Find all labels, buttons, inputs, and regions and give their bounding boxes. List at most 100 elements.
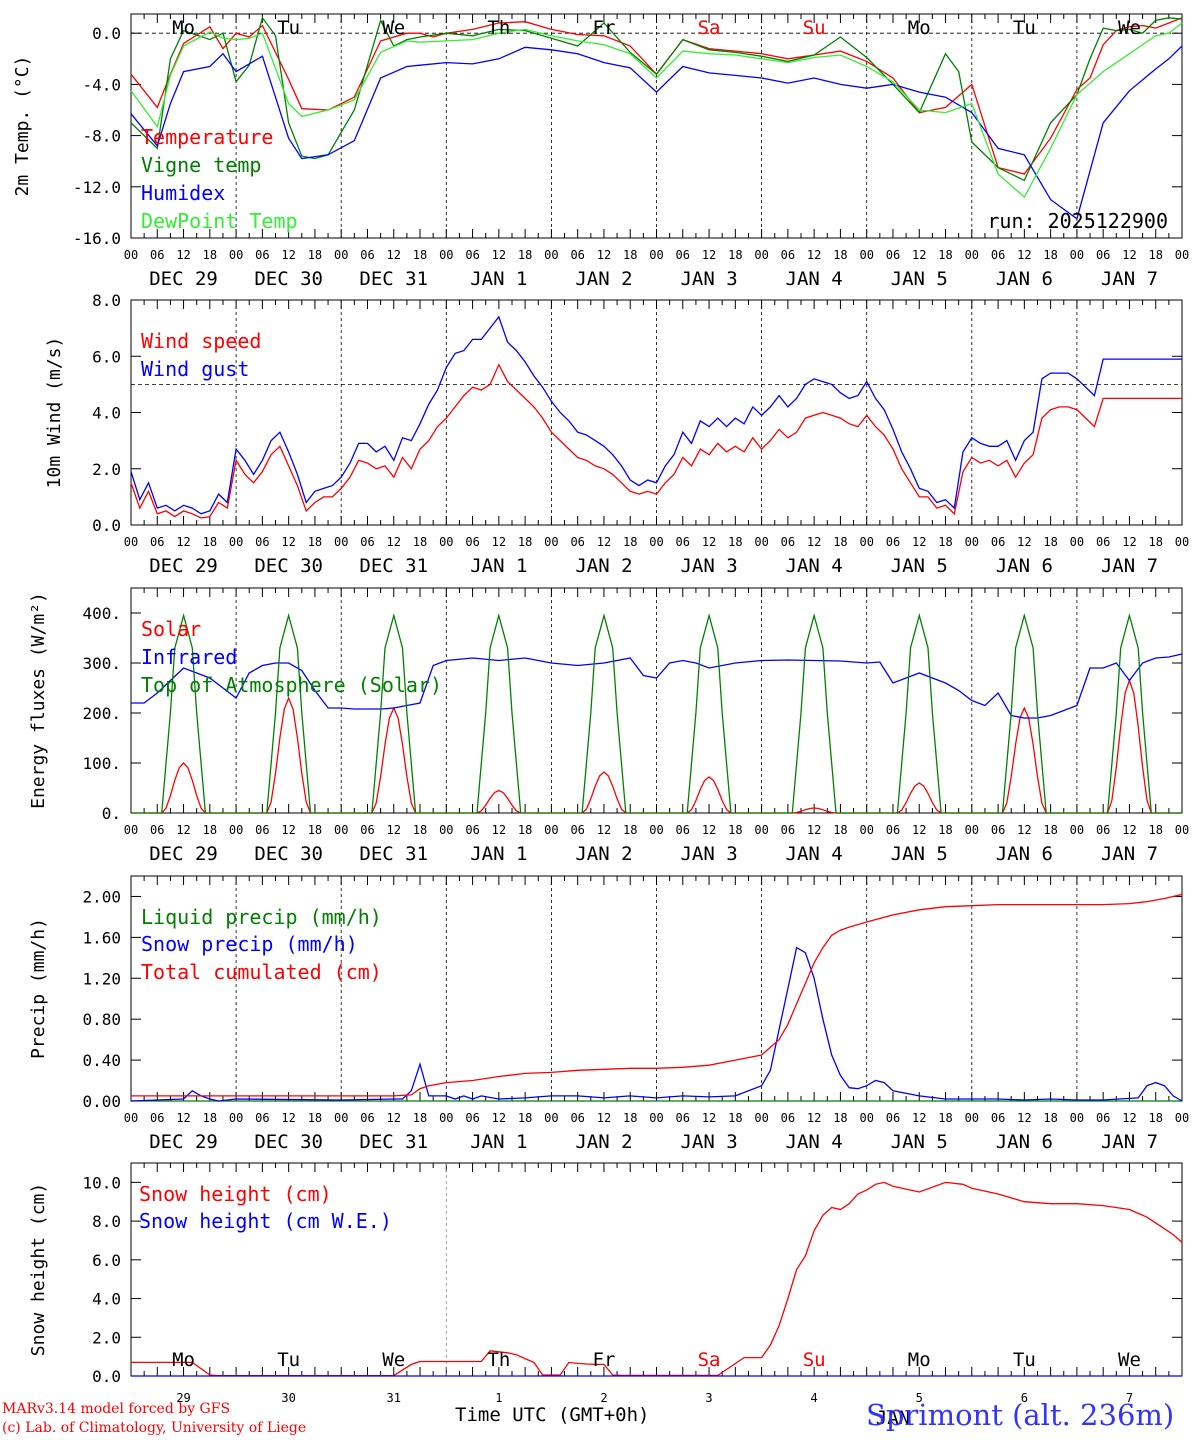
legend-snow-precip-mm-h-: Snow precip (mm/h)	[141, 932, 358, 956]
hour-tick-label: 12	[807, 1111, 821, 1125]
y-axis-label: 2m Temp. (°C)	[12, 56, 33, 197]
legend-snow-height-cm-: Snow height (cm)	[139, 1182, 332, 1206]
hour-tick-label: 00	[229, 823, 243, 837]
hour-tick-label: 12	[281, 1111, 295, 1125]
hour-tick-label: 06	[886, 823, 900, 837]
day-number-label: 4	[811, 1391, 818, 1405]
hour-tick-label: 06	[465, 1111, 479, 1125]
hour-tick-label: 12	[912, 823, 926, 837]
day-number-label: 5	[916, 1391, 923, 1405]
hour-tick-label: 18	[1043, 823, 1057, 837]
hour-tick-label: 12	[912, 535, 926, 549]
legend-dewpoint-temp: DewPoint Temp	[141, 209, 298, 233]
date-label: JAN 4	[786, 268, 843, 290]
date-label: JAN 7	[1101, 268, 1158, 290]
hour-tick-label: 00	[649, 535, 663, 549]
y-tick-label: 2.00	[82, 887, 121, 906]
hour-tick-label: 00	[544, 1111, 558, 1125]
hour-tick-label: 00	[124, 823, 138, 837]
series-humidex	[130, 45, 1183, 220]
hour-tick-label: 18	[623, 823, 637, 837]
hour-tick-label: 06	[570, 248, 584, 262]
lab-credit: (c) Lab. of Climatology, University of L…	[2, 1420, 307, 1436]
date-label: DEC 29	[149, 268, 218, 290]
weekday-label: Mo	[908, 1349, 931, 1371]
hour-tick-label: 06	[781, 248, 795, 262]
day-number-label: 6	[1021, 1391, 1028, 1405]
hour-tick-label: 18	[728, 248, 742, 262]
hour-tick-label: 06	[991, 535, 1005, 549]
y-tick-label: 2.0	[92, 460, 121, 479]
series-wind-gust	[130, 315, 1182, 515]
date-label: JAN 6	[996, 555, 1053, 577]
series-wind-speed	[130, 363, 1182, 519]
hour-tick-label: 00	[1175, 1111, 1189, 1125]
hour-tick-label: 12	[176, 823, 190, 837]
hour-tick-label: 18	[203, 823, 217, 837]
day-number-label: 1	[495, 1391, 502, 1405]
weekday-label: Su	[803, 17, 826, 39]
weekday-label: We	[1118, 1349, 1141, 1371]
series-total-cumulated-cm-	[131, 893, 1183, 1097]
date-label: DEC 30	[254, 1131, 323, 1153]
date-label: JAN 7	[1101, 843, 1158, 865]
hour-tick-label: 00	[544, 535, 558, 549]
weekday-label: Tu	[1013, 1349, 1036, 1371]
hour-tick-label: 18	[518, 823, 532, 837]
hour-tick-label: 18	[413, 1111, 427, 1125]
hour-tick-label: 06	[255, 1111, 269, 1125]
y-tick-label: 300.	[82, 654, 121, 673]
hour-tick-label: 06	[465, 248, 479, 262]
hour-tick-label: 06	[255, 248, 269, 262]
y-axis-label: Energy fluxes (W/m²)	[28, 592, 49, 809]
hour-tick-label: 18	[518, 1111, 532, 1125]
hour-tick-label: 18	[728, 535, 742, 549]
hour-tick-label: 12	[1017, 1111, 1031, 1125]
hour-tick-label: 18	[413, 823, 427, 837]
hour-tick-label: 12	[702, 535, 716, 549]
date-label: JAN 1	[470, 555, 527, 577]
hour-tick-label: 06	[886, 1111, 900, 1125]
date-label: JAN 3	[680, 843, 737, 865]
hour-tick-label: 00	[334, 823, 348, 837]
date-label: JAN 1	[470, 268, 527, 290]
hour-tick-label: 18	[938, 823, 952, 837]
hour-tick-label: 00	[439, 823, 453, 837]
hour-tick-label: 00	[754, 1111, 768, 1125]
hour-tick-label: 00	[1070, 823, 1084, 837]
y-tick-label: 4.0	[92, 1290, 121, 1309]
hour-tick-label: 18	[833, 823, 847, 837]
hour-tick-label: 12	[597, 248, 611, 262]
day-number-label: 29	[176, 1391, 190, 1405]
date-label: JAN 2	[575, 1131, 632, 1153]
hour-tick-label: 06	[360, 1111, 374, 1125]
date-label: JAN 7	[1101, 555, 1158, 577]
y-tick-label: 6.0	[92, 1251, 121, 1270]
weekday-label: Fr	[593, 1349, 616, 1371]
y-tick-label: 1.20	[82, 969, 121, 988]
y-axis-label: Precip (mm/h)	[28, 918, 49, 1059]
hour-tick-label: 12	[1017, 535, 1031, 549]
hour-tick-label: 00	[649, 823, 663, 837]
weekday-label: We	[1118, 17, 1141, 39]
date-label: JAN 6	[996, 1131, 1053, 1153]
date-label: JAN 2	[575, 555, 632, 577]
y-tick-label: -12.0	[73, 178, 121, 197]
date-label: JAN 3	[680, 555, 737, 577]
hour-tick-label: 06	[676, 248, 690, 262]
weekday-label: Th	[487, 1349, 510, 1371]
hour-tick-label: 06	[570, 823, 584, 837]
hour-tick-label: 06	[150, 1111, 164, 1125]
model-credit: MARv3.14 model forced by GFS	[2, 1401, 231, 1417]
hour-tick-label: 18	[1148, 1111, 1162, 1125]
hour-tick-label: 00	[859, 1111, 873, 1125]
station-name: Sprimont (alt. 236m)	[866, 1398, 1175, 1432]
panel-frame	[130, 299, 1183, 526]
y-tick-label: 10.0	[82, 1173, 121, 1192]
hour-tick-label: 12	[1017, 248, 1031, 262]
hour-tick-label: 00	[1175, 535, 1189, 549]
date-label: DEC 30	[254, 555, 323, 577]
weekday-label: Mo	[172, 1349, 195, 1371]
legend-temperature: Temperature	[141, 125, 273, 149]
legend-vigne-temp: Vigne temp	[141, 153, 261, 177]
